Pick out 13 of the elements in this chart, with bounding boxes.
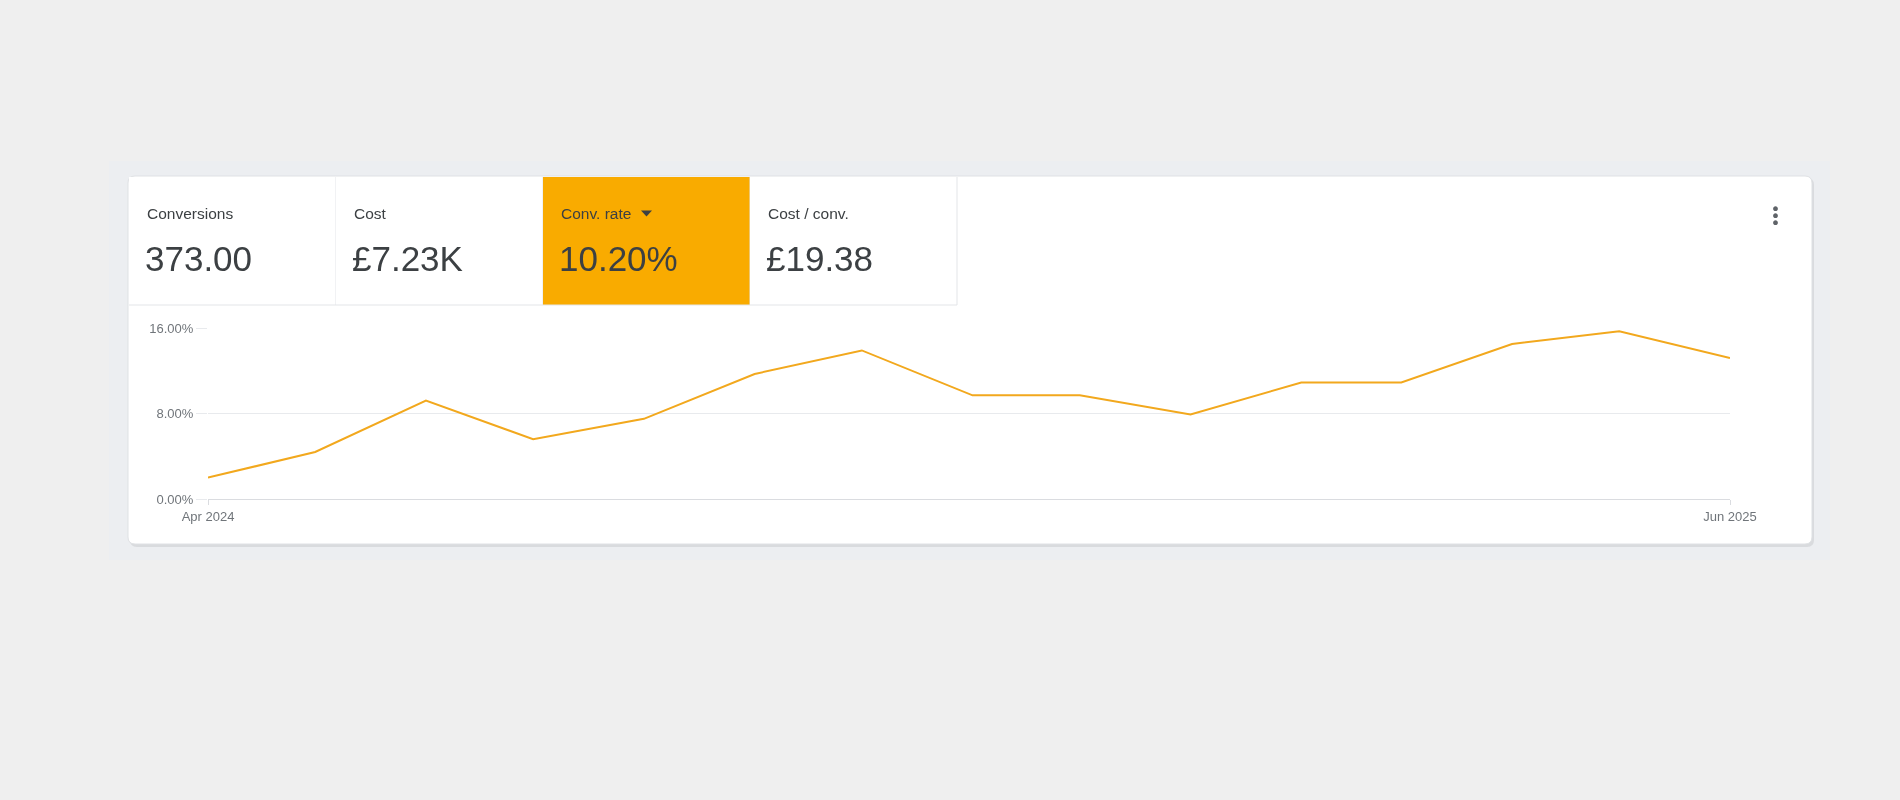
text: £19.38 (766, 239, 874, 278)
y-tick-label: 16.00% (149, 320, 194, 336)
text: £7.23K (352, 239, 463, 278)
text: 10.20% (559, 239, 678, 278)
category-label: Cost (354, 205, 387, 222)
text: 373.00 (145, 239, 253, 278)
y-tick-label: 0.00% (156, 491, 194, 507)
category-label: Conversions (147, 205, 234, 222)
category-label: Cost / conv. (768, 205, 849, 222)
y-tick-label: 8.00% (156, 406, 194, 422)
x-tick-label: Apr 2024 (181, 508, 235, 524)
category-label: Conv. rate (561, 205, 632, 222)
x-tick-label: Jun 2025 (1703, 508, 1757, 524)
